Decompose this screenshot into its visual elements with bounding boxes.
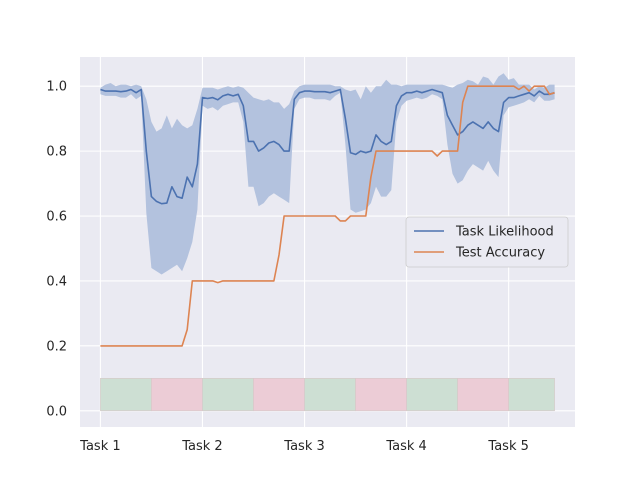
task-segment-red: [151, 378, 203, 412]
x-tick-labels: Task 1 Task 2 Task 3 Task 4 Task 5: [79, 439, 529, 454]
task-segment-green: [406, 378, 458, 412]
y-tick-label: 1.0: [46, 80, 67, 95]
x-tick-label: Task 1: [79, 439, 120, 454]
task-segment-red: [457, 378, 509, 412]
legend-label-test-accuracy: Test Accuracy: [455, 246, 545, 261]
x-tick-label: Task 5: [487, 439, 528, 454]
x-tick-label: Task 2: [181, 439, 222, 454]
y-tick-label: 0.6: [46, 210, 67, 225]
x-tick-label: Task 3: [283, 439, 324, 454]
series-line-task-likelihood: [100, 88, 555, 205]
y-tick-label: 0.8: [46, 145, 67, 160]
series-line-test-accuracy: [100, 85, 555, 347]
task-segment-green: [100, 378, 152, 412]
y-tick-label: 0.2: [46, 339, 67, 354]
task-segment-green: [304, 378, 356, 412]
y-tick-labels: 0.0 0.2 0.4 0.6 0.8 1.0: [46, 80, 67, 420]
legend: Task Likelihood Test Accuracy: [405, 216, 569, 268]
y-tick-label: 0.0: [46, 404, 67, 419]
y-tick-label: 0.4: [46, 274, 67, 289]
x-tick-label: Task 4: [385, 439, 426, 454]
legend-box: [405, 216, 569, 268]
task-segment-red: [355, 378, 407, 412]
task-segments: [100, 378, 555, 412]
task-segment-red: [253, 378, 305, 412]
likelihood-band: [100, 73, 555, 275]
task-segment-green: [202, 378, 254, 412]
task-segment-green: [508, 378, 555, 412]
legend-label-task-likelihood: Task Likelihood: [455, 225, 554, 240]
